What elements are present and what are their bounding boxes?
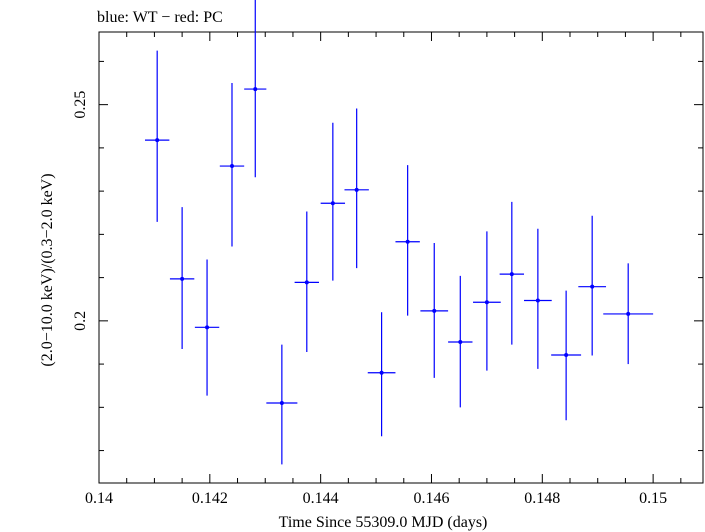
data-point	[219, 83, 245, 247]
point-marker	[379, 370, 384, 375]
point-marker	[205, 325, 210, 330]
plot-frame	[98, 31, 704, 484]
data-point	[320, 122, 346, 281]
data-point	[603, 263, 654, 365]
data-point	[294, 211, 319, 352]
x-tick-label: 0.148	[524, 490, 560, 507]
data-point	[499, 201, 525, 345]
data-point	[578, 215, 607, 356]
data-point	[367, 312, 396, 437]
data-point	[420, 243, 449, 378]
point-marker	[180, 276, 185, 281]
data-point	[551, 290, 582, 421]
point-marker	[279, 401, 284, 406]
point-marker	[330, 201, 335, 206]
point-marker	[432, 308, 437, 313]
point-marker	[626, 311, 631, 316]
x-axis-label: Time Since 55309.0 MJD (days)	[279, 514, 488, 531]
x-tick-label: 0.144	[303, 490, 339, 507]
point-marker	[405, 239, 410, 244]
point-marker	[564, 353, 569, 358]
data-point	[448, 275, 473, 408]
x-tick-label: 0.146	[413, 490, 449, 507]
point-marker	[458, 340, 463, 345]
point-marker	[253, 87, 258, 92]
data-point	[169, 207, 195, 349]
point-marker	[229, 164, 234, 169]
point-marker	[304, 280, 309, 285]
point-marker	[590, 284, 595, 289]
y-tick-label: 0.25	[72, 91, 89, 119]
point-marker	[354, 187, 359, 192]
y-axis: 0.2 0.25	[72, 60, 703, 452]
data-point	[395, 165, 420, 316]
series-layer	[144, 0, 654, 465]
x-tick-label: 0.142	[192, 490, 228, 507]
data-point	[194, 259, 220, 396]
y-axis-label: (2.0−10.0 keV)/(0.3−2.0 keV)	[39, 173, 56, 366]
point-marker	[155, 138, 160, 143]
data-point	[344, 108, 369, 269]
data-point	[244, 0, 267, 178]
x-tick-label: 0.14	[85, 490, 113, 507]
chart-title: blue: WT − red: PC	[97, 9, 223, 26]
data-point	[266, 344, 298, 465]
x-tick-label: 0.15	[639, 490, 667, 507]
point-marker	[535, 298, 540, 303]
data-point	[524, 228, 552, 369]
data-point	[144, 50, 170, 222]
point-marker	[509, 272, 514, 277]
x-axis: 0.14 0.142 0.144 0.146 0.148 0.15	[85, 32, 682, 507]
y-tick-label: 0.2	[72, 311, 89, 331]
point-marker	[484, 300, 489, 305]
data-point	[473, 231, 501, 371]
